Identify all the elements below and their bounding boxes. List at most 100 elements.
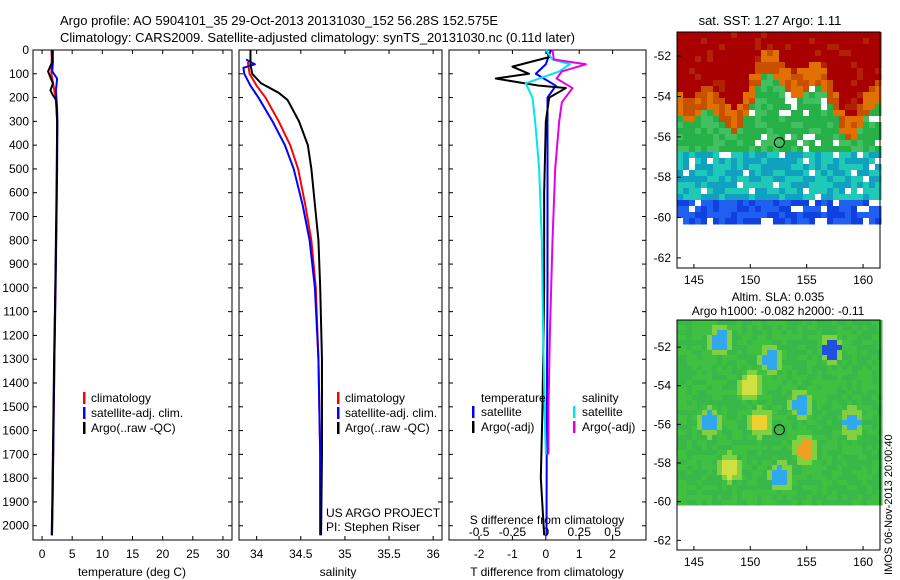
heatmap-cell (755, 86, 762, 93)
heatmap-cell (862, 425, 868, 431)
heatmap-cell (712, 400, 718, 406)
heatmap-cell (837, 320, 843, 326)
heatmap-cell (757, 450, 763, 456)
heatmap-cell (773, 212, 780, 219)
heatmap-cell (743, 152, 750, 159)
heatmap-cell (677, 176, 684, 183)
heatmap-cell (767, 44, 774, 51)
depth-tick-label: 800 (9, 233, 29, 247)
heatmap-cell (762, 375, 768, 381)
heatmap-cell (725, 110, 732, 117)
heatmap-cell (847, 335, 853, 341)
heatmap-cell (695, 164, 702, 171)
heatmap-cell (875, 212, 882, 219)
heatmap-cell (732, 400, 738, 406)
heatmap-cell (787, 405, 793, 411)
heatmap-cell (761, 188, 768, 195)
heatmap-cell (842, 395, 848, 401)
heatmap-cell (777, 465, 783, 471)
heatmap-cell (677, 495, 683, 501)
heatmap-cell (847, 355, 853, 361)
heatmap-cell (732, 405, 738, 411)
heatmap-cell (869, 56, 876, 63)
heatmap-cell (821, 194, 828, 201)
heatmap-cell (749, 194, 756, 201)
heatmap-cell (803, 200, 810, 207)
heatmap-cell (737, 385, 743, 391)
heatmap-cell (725, 134, 732, 141)
heatmap-cell (682, 390, 688, 396)
heatmap-cell (802, 335, 808, 341)
heatmap-cell (817, 355, 823, 361)
heatmap-cell (682, 360, 688, 366)
heatmap-cell (749, 134, 756, 141)
heatmap-cell (857, 146, 864, 153)
heatmap-cell (803, 62, 810, 69)
heatmap-cell (767, 68, 774, 75)
heatmap-cell (727, 320, 733, 326)
heatmap-cell (791, 158, 798, 165)
heatmap-cell (857, 460, 863, 466)
heatmap-cell (851, 218, 858, 225)
heatmap-cell (872, 395, 878, 401)
heatmap-cell (863, 146, 870, 153)
heatmap-cell (755, 134, 762, 141)
heatmap-cell (761, 62, 768, 69)
heatmap-cell (842, 485, 848, 491)
heatmap-cell (732, 450, 738, 456)
heatmap-cell (701, 104, 708, 111)
heatmap-cell (767, 390, 773, 396)
heatmap-cell (722, 345, 728, 351)
heatmap-cell (752, 320, 758, 326)
heatmap-cell (797, 490, 803, 496)
heatmap-cell (867, 325, 873, 331)
heatmap-cell (802, 325, 808, 331)
heatmap-cell (802, 355, 808, 361)
heatmap-cell (857, 200, 864, 207)
heatmap-cell (722, 465, 728, 471)
heatmap-cell (707, 370, 713, 376)
heatmap-cell (822, 465, 828, 471)
heatmap-cell (845, 44, 852, 51)
heatmap-cell (847, 370, 853, 376)
heatmap-cell (832, 375, 838, 381)
heatmap-cell (791, 80, 798, 87)
heatmap-cell (773, 218, 780, 225)
heatmap-cell (797, 370, 803, 376)
heatmap-cell (677, 480, 683, 486)
heatmap-cell (687, 400, 693, 406)
heatmap-cell (867, 500, 873, 506)
heatmap-cell (802, 405, 808, 411)
heatmap-cell (767, 370, 773, 376)
heatmap-cell (862, 490, 868, 496)
heatmap-cell (727, 440, 733, 446)
heatmap-cell (847, 380, 853, 386)
heatmap-cell (857, 350, 863, 356)
heatmap-cell (797, 380, 803, 386)
heatmap-cell (717, 395, 723, 401)
heatmap-cell (677, 182, 684, 189)
heatmap-cell (827, 380, 833, 386)
heatmap-cell (777, 430, 783, 436)
x-tick-label: 34 (250, 547, 264, 561)
heatmap-cell (815, 128, 822, 135)
heatmap-cell (732, 375, 738, 381)
heatmap-cell (833, 44, 840, 51)
lon-tick-label: 150 (740, 555, 760, 569)
heatmap-cell (762, 340, 768, 346)
heatmap-cell (869, 44, 876, 51)
heatmap-cell (761, 44, 768, 51)
heatmap-cell (822, 350, 828, 356)
heatmap-cell (773, 110, 780, 117)
heatmap-cell (697, 415, 703, 421)
heatmap-cell (857, 355, 863, 361)
heatmap-cell (862, 380, 868, 386)
heatmap-cell (857, 390, 863, 396)
heatmap-cell (785, 62, 792, 69)
heatmap-cell (697, 395, 703, 401)
heatmap-cell (702, 430, 708, 436)
heatmap-cell (689, 170, 696, 177)
heatmap-cell (773, 158, 780, 165)
heatmap-cell (842, 325, 848, 331)
heatmap-cell (755, 188, 762, 195)
